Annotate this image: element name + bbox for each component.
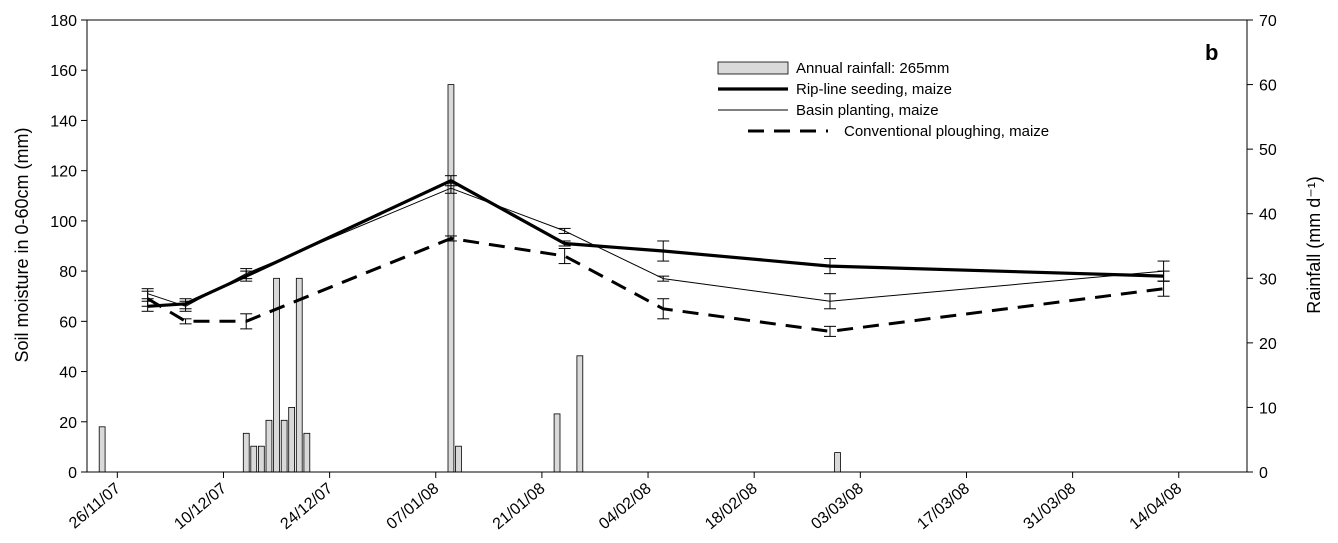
x-tick-label: 24/12/07 [278, 480, 337, 533]
series-line-dashed [146, 237, 1164, 333]
error-bar [141, 290, 154, 307]
legend: Annual rainfall: 265mm Rip-line seeding, … [717, 60, 1049, 140]
x-tick-label: 04/02/08 [596, 480, 655, 533]
error-bar [657, 275, 670, 282]
y-tick-label: 100 [50, 214, 77, 231]
rainfall-bar [447, 84, 455, 473]
rainfall-bar [98, 426, 106, 473]
y2-tick-label: 0 [1259, 465, 1268, 482]
y-tick-label: 140 [50, 113, 77, 130]
rainfall-bar [455, 445, 462, 473]
x-tick-label: 10/12/07 [171, 480, 230, 533]
y-tick-label: 80 [59, 264, 77, 281]
x-tick-label: 18/02/08 [702, 480, 761, 533]
legend-entry: Annual rainfall: 265mm [717, 60, 949, 77]
y-tick-label: 20 [59, 415, 77, 432]
error-bar [240, 268, 253, 280]
rainfall-bar [834, 452, 841, 473]
rainfall-bar [303, 432, 311, 473]
rainfall-bar [553, 413, 561, 473]
y2-tick-label: 60 [1259, 78, 1277, 95]
error-bar [558, 248, 571, 265]
legend-entry: Rip-line seeding, maize [718, 81, 952, 98]
moisture-series [141, 175, 1170, 337]
error-bar [657, 298, 670, 320]
y-tick-label: 160 [50, 63, 77, 80]
x-tick-label: 14/04/08 [1127, 480, 1186, 533]
y-tick-label: 120 [50, 164, 77, 181]
series-line-thin [147, 187, 1164, 307]
error-bar [179, 300, 192, 312]
legend-label: Rip-line seeding, maize [796, 81, 952, 98]
x-tick-label: 17/03/08 [914, 480, 973, 533]
y2-tick-label: 50 [1259, 142, 1277, 159]
rainfall-bar [250, 445, 258, 473]
legend-label: Conventional ploughing, maize [844, 123, 1049, 140]
y2-axis-title: Rainfall (mm d⁻¹) [1304, 176, 1324, 314]
y-tick-label: 60 [59, 314, 77, 331]
error-bar [558, 227, 571, 234]
error-bar [824, 325, 837, 337]
legend-entry: Conventional ploughing, maize [748, 123, 1049, 140]
x-tick-label: 26/11/07 [66, 480, 124, 532]
error-bar [444, 235, 457, 242]
y-tick-label: 40 [59, 365, 77, 382]
y2-tick-label: 20 [1259, 336, 1277, 353]
legend-label: Basin planting, maize [796, 102, 939, 119]
legend-entry: Basin planting, maize [718, 102, 939, 119]
error-bar [179, 318, 192, 325]
error-bar [657, 240, 670, 262]
x-tick-label: 21/01/08 [490, 480, 549, 533]
panel-label: b [1205, 40, 1218, 65]
rainfall-bar [257, 445, 265, 473]
x-tick-label: 31/03/08 [1021, 480, 1080, 533]
error-bar [558, 240, 571, 247]
x-tick-label: 03/03/08 [808, 480, 867, 533]
rainfall-bar [295, 277, 303, 473]
error-bar [1157, 280, 1170, 297]
rainfall-bar [242, 432, 250, 473]
error-bar [824, 293, 837, 310]
y2-tick-label: 40 [1259, 207, 1277, 224]
rainfall-bar [576, 355, 584, 473]
y2-tick-label: 70 [1259, 13, 1277, 30]
error-bar [824, 258, 837, 275]
error-bar [240, 313, 253, 330]
y2-tick-label: 30 [1259, 271, 1277, 288]
rainfall-bar [280, 419, 288, 473]
y-axis-title: Soil moisture in 0-60cm (mm) [12, 127, 32, 362]
y-tick-label: 180 [50, 13, 77, 30]
rainfall-bars [98, 84, 841, 473]
series-line-thick [147, 179, 1164, 308]
rainfall-bar [265, 419, 273, 473]
y-tick-label: 0 [68, 465, 77, 482]
x-tick-label: 07/01/08 [384, 480, 443, 533]
legend-swatch-bar [717, 61, 789, 75]
rainfall-bar [288, 406, 296, 473]
y2-tick-label: 10 [1259, 400, 1277, 417]
error-bar [444, 182, 457, 194]
legend-label: Annual rainfall: 265mm [796, 60, 949, 77]
